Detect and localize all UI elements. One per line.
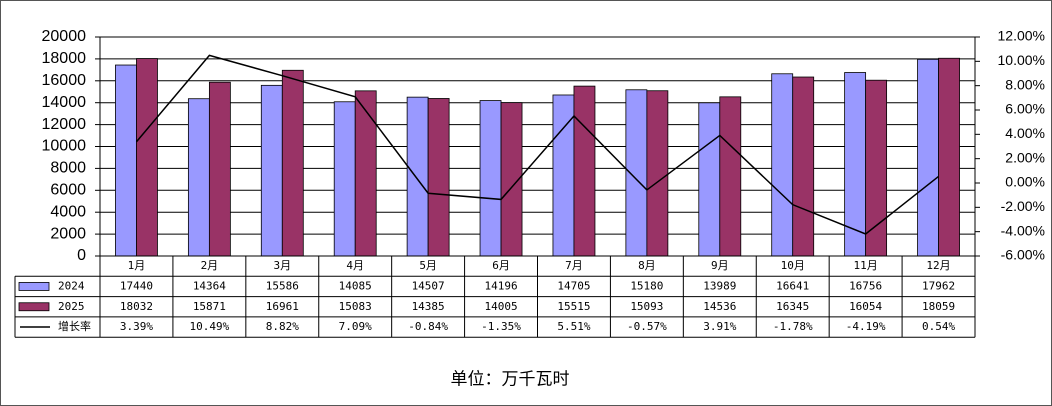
- y-tick-label: 8000: [50, 160, 86, 177]
- y-tick-label: 12000: [42, 116, 87, 133]
- table-value: 14085: [339, 279, 372, 292]
- legend-swatch: [18, 282, 50, 291]
- table-value: 14507: [412, 279, 445, 292]
- table-value: 0.54%: [922, 320, 955, 333]
- bar: [719, 96, 742, 257]
- bar: [208, 81, 231, 257]
- bar: [771, 73, 794, 257]
- bar: [844, 72, 867, 257]
- y-tick-label: 6000: [50, 182, 86, 199]
- legend-swatch: [18, 302, 50, 312]
- table-value: 15871: [193, 300, 226, 313]
- y2-tick-label: 8.00%: [1005, 76, 1045, 92]
- bar: [333, 101, 356, 257]
- y2-tick-label: 4.00%: [1005, 125, 1045, 141]
- y-tick-label: 20000: [42, 28, 87, 45]
- bar: [187, 98, 210, 257]
- y-tick-label: 16000: [42, 72, 87, 89]
- table-value: 15180: [630, 279, 663, 292]
- bar: [938, 57, 960, 257]
- bar: [479, 100, 502, 257]
- table-value: 14005: [484, 300, 517, 313]
- y-tick-label: 4000: [50, 203, 86, 220]
- table-value: 18032: [120, 300, 153, 313]
- bar: [136, 58, 158, 257]
- table-value: -0.84%: [408, 320, 448, 333]
- bar: [260, 84, 283, 257]
- x-tick-label: 10月: [781, 259, 805, 272]
- y-tick-label: 14000: [42, 94, 87, 111]
- table-value: 13989: [703, 279, 736, 292]
- bar: [792, 76, 815, 257]
- bar: [115, 64, 137, 257]
- table-value: 17962: [922, 279, 955, 292]
- x-tick-label: 9月: [711, 259, 729, 272]
- legend-label: 2024: [58, 279, 85, 292]
- table-value: 18059: [922, 300, 955, 313]
- x-tick-label: 2月: [201, 259, 219, 272]
- table-value: 17440: [120, 279, 153, 292]
- x-tick-label: 8月: [638, 259, 656, 272]
- y-tick-label: 0: [77, 247, 86, 264]
- y2-tick-label: -2.00%: [1001, 198, 1045, 214]
- table-value: 16054: [849, 300, 882, 313]
- y2-tick-label: 12.00%: [998, 28, 1045, 44]
- y2-tick-label: -6.00%: [1001, 247, 1045, 263]
- table-value: -0.57%: [627, 320, 667, 333]
- table-value: 14196: [484, 279, 517, 292]
- footnote: 单位：万千瓦时: [451, 369, 570, 388]
- legend-label: 增长率: [58, 319, 91, 333]
- bar: [698, 102, 721, 257]
- x-tick-label: 12月: [926, 259, 950, 272]
- table-value: 14385: [412, 300, 445, 313]
- bar: [427, 98, 450, 257]
- table-value: 16345: [776, 300, 809, 313]
- line: [135, 54, 940, 235]
- y2-tick-label: 2.00%: [1005, 149, 1045, 165]
- x-tick-label: 11月: [854, 259, 878, 272]
- y2-tick-label: 10.00%: [998, 52, 1045, 68]
- y-tick-label: 2000: [50, 225, 86, 242]
- table-value: 16641: [776, 279, 809, 292]
- bar: [281, 69, 304, 257]
- x-tick-label: 3月: [273, 259, 291, 272]
- table-value: 14536: [703, 300, 736, 313]
- table-value: 16756: [849, 279, 882, 292]
- y2-tick-label: 0.00%: [1005, 174, 1045, 190]
- y-tick-label: 10000: [42, 138, 87, 155]
- x-tick-label: 1月: [128, 259, 146, 272]
- legend-label: 2025: [58, 300, 85, 313]
- bar: [573, 85, 596, 257]
- table-value: 15586: [266, 279, 299, 292]
- table-value: 3.39%: [120, 320, 153, 333]
- bar: [406, 96, 429, 257]
- table-value: 15093: [630, 300, 663, 313]
- table-value: 15515: [557, 300, 590, 313]
- table-value: 7.09%: [339, 320, 372, 333]
- table-value: 14705: [557, 279, 590, 292]
- bar: [354, 90, 377, 257]
- table-value: -4.19%: [846, 320, 886, 333]
- table-value: 16961: [266, 300, 299, 313]
- table-value: 8.82%: [266, 320, 299, 333]
- bar: [917, 58, 939, 257]
- table-value: 5.51%: [557, 320, 590, 333]
- bar: [646, 90, 669, 257]
- x-tick-label: 5月: [419, 259, 437, 272]
- table-value: -1.35%: [481, 320, 521, 333]
- table-value: 10.49%: [190, 320, 230, 333]
- table-value: -1.78%: [773, 320, 813, 333]
- y2-tick-label: -4.00%: [1001, 222, 1045, 238]
- bar: [865, 79, 888, 257]
- x-tick-label: 4月: [346, 259, 364, 272]
- x-tick-label: 6月: [492, 259, 510, 272]
- y2-tick-label: 6.00%: [1005, 101, 1045, 117]
- table-value: 3.91%: [703, 320, 736, 333]
- x-tick-label: 7月: [565, 259, 583, 272]
- table-value: 15083: [339, 300, 372, 313]
- table-value: 14364: [193, 279, 226, 292]
- y-tick-label: 18000: [42, 50, 87, 67]
